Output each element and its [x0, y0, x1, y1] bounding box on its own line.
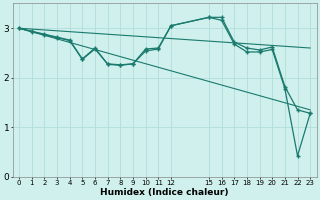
X-axis label: Humidex (Indice chaleur): Humidex (Indice chaleur) [100, 188, 229, 197]
